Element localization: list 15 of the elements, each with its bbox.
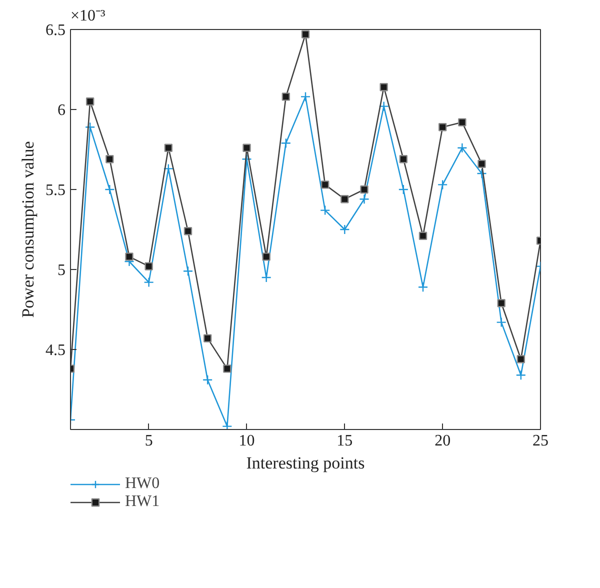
x-tick-label: 20 — [434, 432, 451, 450]
x-axis-title: Interesting points — [246, 454, 365, 472]
y-tick-label: 6.5 — [46, 22, 66, 39]
x-tick-label: 25 — [532, 432, 548, 450]
legend-label: HW0 — [125, 475, 160, 493]
legend-label: HW1 — [125, 493, 160, 511]
x-tick-label: 5 — [144, 432, 153, 450]
x-tick-label: 10 — [238, 432, 255, 450]
y-tick-label: 5 — [58, 262, 66, 279]
text: ×10⁻³ — [70, 8, 106, 24]
y-tick-label: 4.5 — [46, 342, 66, 359]
y-tick-label: 6 — [58, 102, 66, 119]
y-axis-title: Power consumption value — [18, 141, 38, 318]
x-tick-label: 15 — [336, 432, 353, 450]
y-tick-label: 5.5 — [46, 182, 66, 199]
